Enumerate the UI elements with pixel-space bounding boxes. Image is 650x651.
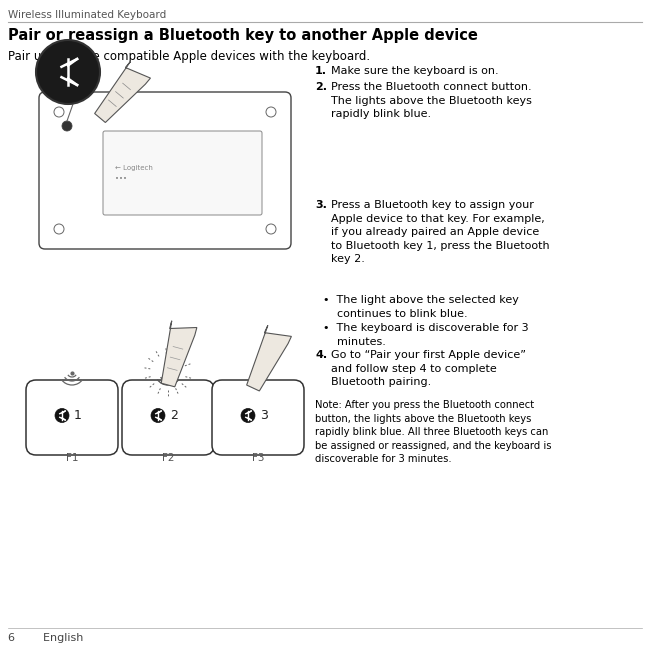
- Text: Press a Bluetooth key to assign your
Apple device to that key. For example,
if y: Press a Bluetooth key to assign your App…: [331, 200, 550, 264]
- FancyBboxPatch shape: [26, 380, 118, 455]
- Text: Go to “Pair your first Apple device”
and follow step 4 to complete
Bluetooth pai: Go to “Pair your first Apple device” and…: [331, 350, 526, 387]
- Circle shape: [54, 107, 64, 117]
- Text: 3: 3: [260, 409, 268, 422]
- Text: F2: F2: [162, 453, 174, 463]
- FancyBboxPatch shape: [122, 380, 214, 455]
- Text: •••: •••: [115, 176, 127, 182]
- FancyBboxPatch shape: [212, 380, 304, 455]
- Text: 1: 1: [74, 409, 82, 422]
- Circle shape: [55, 408, 69, 422]
- Text: Press the Bluetooth connect button.
The lights above the Bluetooth keys
rapidly : Press the Bluetooth connect button. The …: [331, 82, 532, 119]
- Text: F3: F3: [252, 453, 265, 463]
- Text: 2: 2: [170, 409, 178, 422]
- Text: 2.: 2.: [315, 82, 327, 92]
- Polygon shape: [95, 61, 150, 122]
- Circle shape: [36, 40, 100, 104]
- FancyBboxPatch shape: [39, 92, 291, 249]
- Text: 4.: 4.: [315, 350, 327, 360]
- Text: Make sure the keyboard is on.: Make sure the keyboard is on.: [331, 66, 499, 76]
- Circle shape: [266, 224, 276, 234]
- Text: Wireless Illuminated Keyboard: Wireless Illuminated Keyboard: [8, 10, 166, 20]
- Circle shape: [151, 408, 165, 422]
- Text: F1: F1: [66, 453, 78, 463]
- Circle shape: [62, 121, 72, 131]
- Text: Note: After you press the Bluetooth connect
button, the lights above the Bluetoo: Note: After you press the Bluetooth conn…: [315, 400, 551, 464]
- Text: Pair up to three compatible Apple devices with the keyboard.: Pair up to three compatible Apple device…: [8, 50, 370, 63]
- Text: ← Logitech: ← Logitech: [115, 165, 153, 171]
- Polygon shape: [161, 321, 197, 387]
- Text: Pair or reassign a Bluetooth key to another Apple device: Pair or reassign a Bluetooth key to anot…: [8, 28, 478, 43]
- Circle shape: [266, 107, 276, 117]
- Text: 1.: 1.: [315, 66, 327, 76]
- Circle shape: [54, 224, 64, 234]
- Text: •  The light above the selected key
    continues to blink blue.: • The light above the selected key conti…: [323, 295, 519, 318]
- Text: 3.: 3.: [315, 200, 327, 210]
- Circle shape: [241, 408, 255, 422]
- FancyBboxPatch shape: [103, 131, 262, 215]
- Text: •  The keyboard is discoverable for 3
    minutes.: • The keyboard is discoverable for 3 min…: [323, 323, 528, 346]
- Polygon shape: [246, 326, 291, 391]
- Text: 6        English: 6 English: [8, 633, 83, 643]
